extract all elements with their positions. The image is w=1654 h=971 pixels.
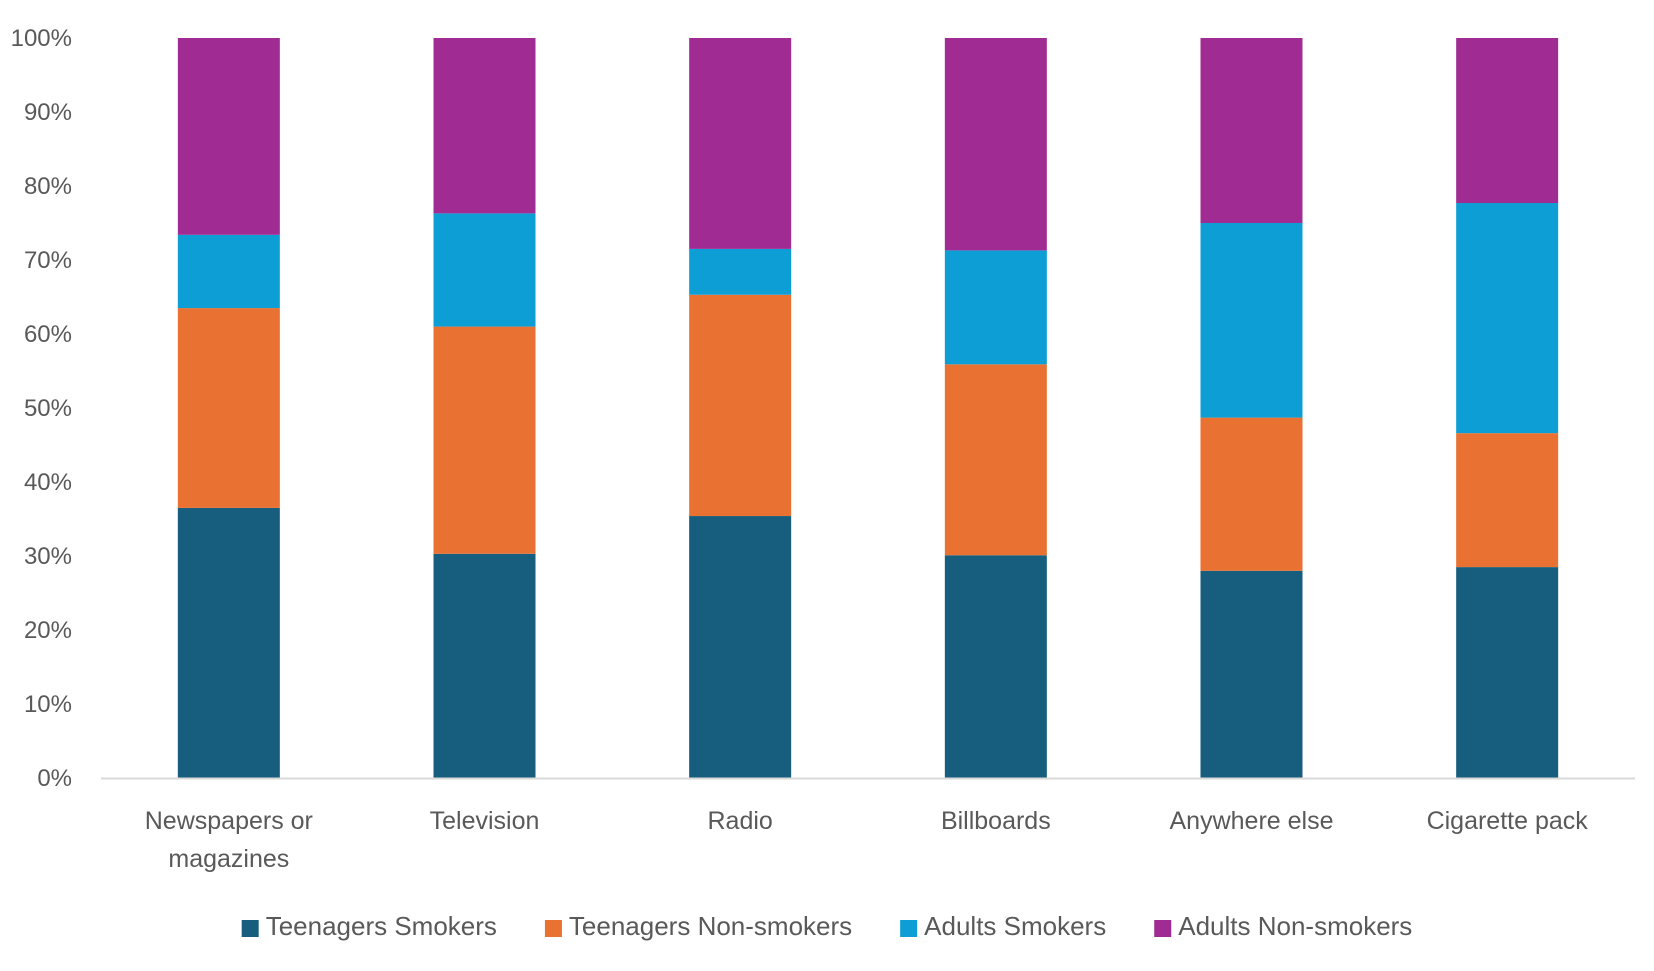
legend-swatch <box>1154 920 1172 937</box>
x-category-label: Anywhere else <box>1170 807 1334 835</box>
bar-segment <box>177 308 280 508</box>
bar-stack <box>433 38 536 778</box>
y-tick-label: 100% <box>11 25 72 52</box>
legend-label: Teenagers Non-smokers <box>569 911 852 941</box>
bar-segment <box>433 553 536 778</box>
bar-stack <box>689 38 792 778</box>
bar-segment <box>433 38 536 214</box>
bar-segment <box>177 507 280 778</box>
bar-stack <box>1456 38 1559 778</box>
y-tick-label: 90% <box>24 99 72 126</box>
bar-stack <box>177 38 280 778</box>
bar-stack <box>944 38 1047 778</box>
bar-segment <box>944 555 1047 778</box>
legend-swatch <box>900 920 918 937</box>
legend: Teenagers Smokers Teenagers Non-smokers Ad… <box>241 911 1412 941</box>
y-tick-label: 30% <box>24 543 72 570</box>
bar-segment <box>689 248 792 295</box>
legend-label: Adults Smokers <box>924 911 1106 941</box>
legend-swatch <box>241 920 259 937</box>
bar-segment <box>433 326 536 554</box>
bar-segment <box>177 38 280 235</box>
bar-stacks <box>177 38 1559 778</box>
y-tick-label: 70% <box>24 247 72 274</box>
bar-segment <box>1456 567 1559 778</box>
bar-segment <box>1456 433 1559 568</box>
bar-segment <box>944 364 1047 556</box>
bar-segment <box>1456 38 1559 204</box>
x-category-label: magazines <box>168 845 289 873</box>
x-category-label: Television <box>430 807 540 835</box>
bar-segment <box>177 234 280 309</box>
x-category-label: Radio <box>708 807 773 835</box>
x-category-label: Newspapers or <box>145 807 313 835</box>
y-tick-label: 20% <box>24 617 72 644</box>
legend-swatch <box>544 920 562 937</box>
bar-segment <box>1456 203 1559 434</box>
y-tick-label: 0% <box>37 765 72 792</box>
legend-label: Teenagers Smokers <box>266 911 497 941</box>
legend-item: Adults Smokers <box>900 911 1106 941</box>
bar-segment <box>689 294 792 517</box>
legend-item: Adults Non-smokers <box>1154 911 1412 941</box>
y-tick-label: 40% <box>24 469 72 496</box>
legend-item: Teenagers Non-smokers <box>544 911 852 941</box>
x-axis-category-labels: Newspapers or magazines Television Radio Bil… <box>145 807 1588 873</box>
bar-stack <box>1200 38 1303 778</box>
bar-segment <box>433 213 536 327</box>
bar-segment <box>1200 570 1303 778</box>
y-tick-label: 50% <box>24 395 72 422</box>
bar-segment <box>944 38 1047 251</box>
legend-label: Adults Non-smokers <box>1178 911 1412 941</box>
y-tick-label: 80% <box>24 173 72 200</box>
legend-item: Teenagers Smokers <box>241 911 497 941</box>
y-tick-label: 60% <box>24 321 72 348</box>
x-category-label: Billboards <box>941 807 1051 835</box>
y-tick-label: 10% <box>24 691 72 718</box>
bar-segment <box>1200 417 1303 571</box>
y-axis-tick-labels: 0% 10% 20% 30% 40% 50% 60% 70% 80% 90% 100% <box>11 25 72 792</box>
bar-segment <box>689 38 792 249</box>
bar-segment <box>944 250 1047 365</box>
x-category-label: Cigarette pack <box>1427 807 1589 835</box>
bar-segment <box>1200 38 1303 223</box>
bar-segment <box>1200 223 1303 418</box>
bar-segment <box>689 516 792 778</box>
